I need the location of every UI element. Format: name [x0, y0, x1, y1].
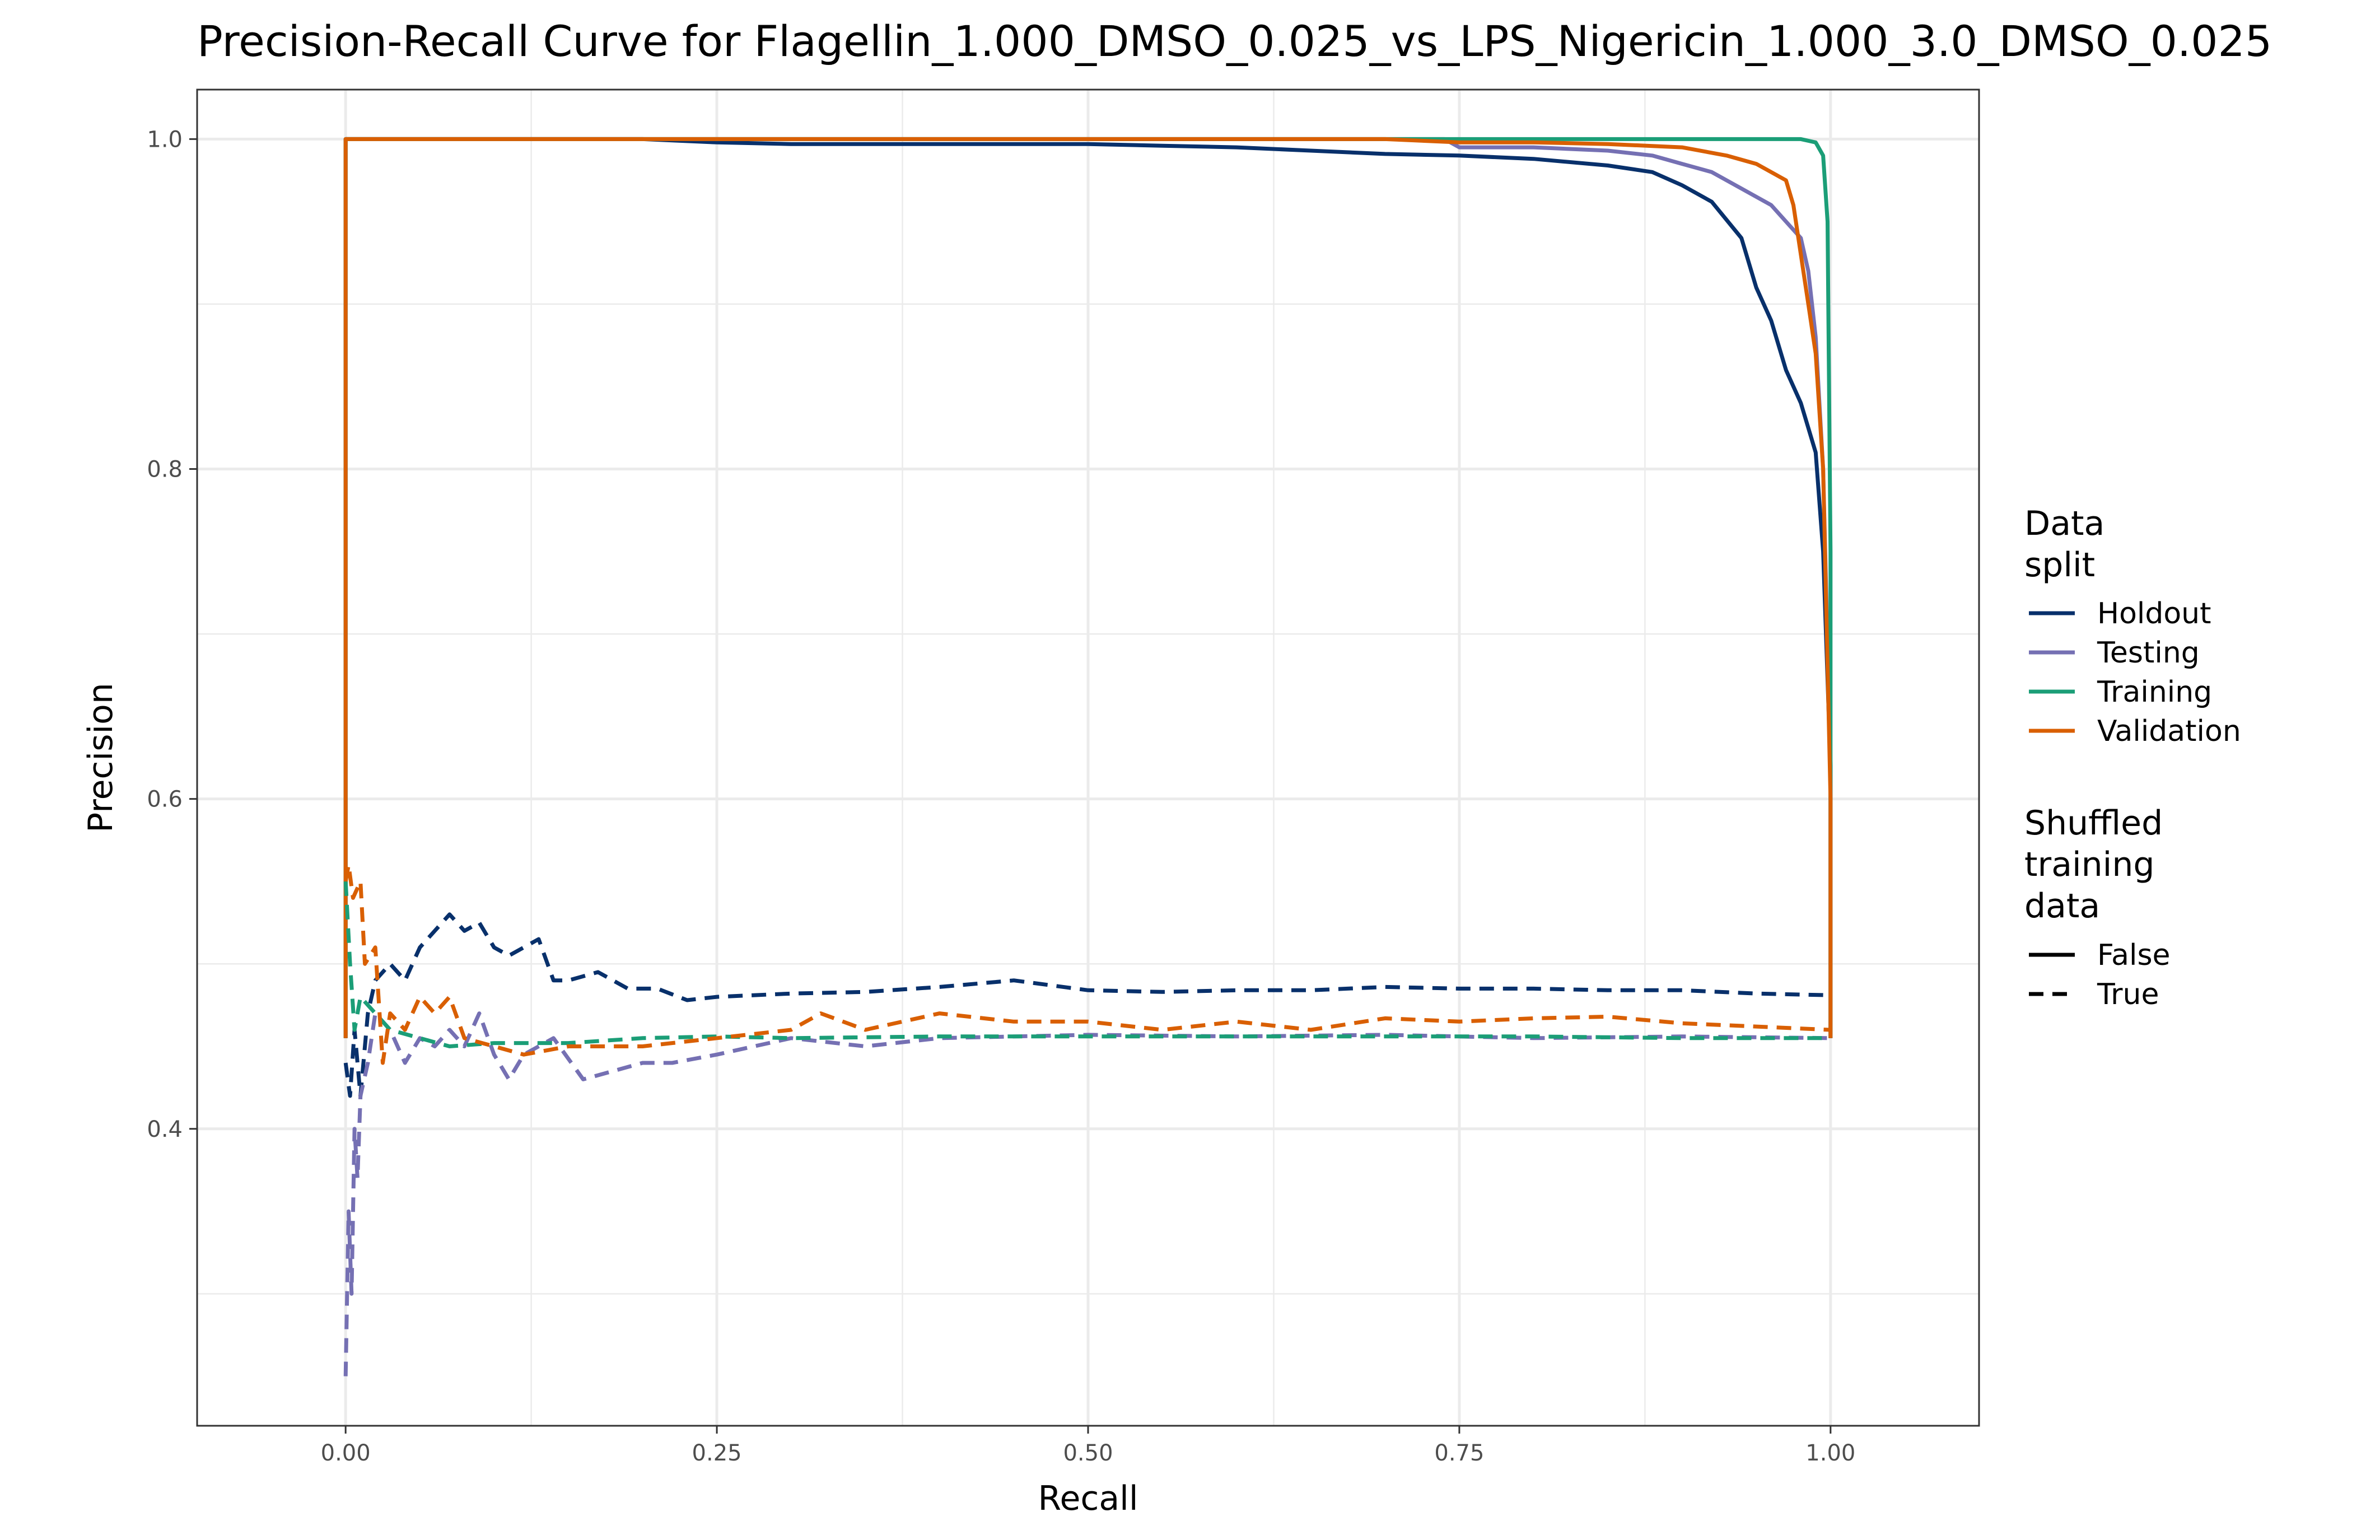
legend-label-validation: Validation [2097, 715, 2241, 748]
legend-color-title-line: split [2024, 545, 2095, 585]
legend-label-testing: Testing [2097, 636, 2200, 670]
x-axis-title: Recall [1038, 1479, 1138, 1518]
y-tick-label: 0.4 [147, 1117, 183, 1142]
grid-lines [197, 90, 1979, 1426]
legend-linetype-title-line: data [2024, 886, 2100, 926]
legend-linetype-title-line: Shuffled [2024, 804, 2163, 843]
series-line-holdout-shuffled-true [343, 912, 1831, 1098]
legend-label-false: False [2097, 939, 2171, 972]
series-lines [343, 137, 1833, 1376]
y-axis-title: Precision [81, 683, 120, 833]
x-tick-label: 0.25 [692, 1440, 742, 1466]
y-tick-label: 0.8 [147, 457, 183, 483]
x-tick-label: 0.00 [321, 1440, 371, 1466]
x-tick-label: 0.75 [1434, 1440, 1484, 1466]
legend-label-true: True [2097, 978, 2159, 1011]
x-tick-label: 0.50 [1063, 1440, 1113, 1466]
legend-label-training: Training [2097, 675, 2212, 709]
legend-color-title-line: Data [2024, 504, 2104, 543]
axes: 0.00 0.25 0.50 0.75 1.00 0.4 0.6 0.8 1.0 [147, 127, 1855, 1466]
chart-title: Precision-Recall Curve for Flagellin_1.0… [197, 16, 2272, 66]
series-line-validation-shuffled-false [343, 137, 1833, 1038]
series-line-holdout-shuffled-false [343, 137, 1833, 1038]
y-tick-label: 0.6 [147, 787, 183, 813]
y-tick-label: 1.0 [147, 127, 183, 152]
legend-linetype-title-line: training [2024, 845, 2154, 884]
legend-label-holdout: Holdout [2097, 597, 2211, 631]
x-tick-label: 1.00 [1805, 1440, 1855, 1466]
